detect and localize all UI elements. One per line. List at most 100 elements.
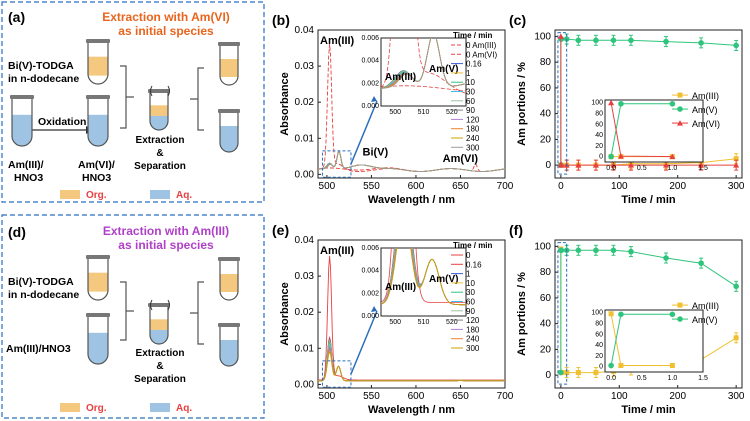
inset-x-tick: 510 [418,109,430,116]
x-tick-label: 0 [558,391,564,402]
y-tick-label: 20 [540,134,552,145]
panel-d-legend-aq-text: Aq. [176,403,192,414]
inset-y-tick: 40 [595,342,603,349]
legend-entry: Am(V) [692,105,718,115]
x-tick-label: 700 [497,391,514,402]
inset-y-tick: 0.000 [361,103,379,110]
tube-rim [86,255,110,259]
legend-entry: 240 [466,335,480,344]
y-axis-label: Absorbance [279,72,291,136]
inset-point [617,153,624,159]
aq-after-label-2: HNO3 [82,172,111,184]
zoom-box [557,32,568,175]
data-point-AmVI [557,33,564,39]
tube-a-aq-oxidized [86,95,110,147]
data-point-AmV [610,37,617,44]
legend-entry: 90 [466,307,475,316]
x-axis-label: Wavelength / nm [368,194,455,206]
panel-d-title-2: as initial species [118,238,214,252]
inset-point [608,99,615,106]
aq-start-label: Am(III)/ [8,159,44,171]
data-point-AmIII [564,370,570,376]
y-tick-label: 60 [540,293,552,304]
tube-a-org [86,39,110,85]
inset-point [618,100,624,107]
panel-d-tubes [86,255,240,367]
inset-y-tick: 20 [595,353,603,360]
spectrum-line-0-Am-VI- [317,163,506,172]
annotation-amIII: Am(III) [320,245,355,257]
y-tick-label: 0.00 [295,169,315,180]
panel-d-frame [1,214,265,419]
legend-swatch-marker [677,106,683,112]
tube-rim [86,313,110,317]
legend-org-swatch [60,190,80,199]
tube-d-out-org [218,257,240,301]
y-tick-label: 60 [540,83,552,94]
y-axis-label: Absorbance [279,282,291,346]
plot-frame [554,29,743,179]
legend-entry: 0.16 [466,260,482,269]
zoom-arrowhead [371,96,377,102]
data-point-AmV [593,247,599,254]
legend-entry: Am(III) [692,91,719,101]
panel-a-title-2: as initial species [118,24,214,38]
y-tick-label: 0 [545,160,551,171]
inset-label-amV: Am(V) [429,64,458,75]
legend-entry: 120 [466,115,480,124]
org-phase [88,56,108,76]
tube-fill [220,59,238,77]
panel-d-aq-label: Am(III)/HNO3 [6,343,71,355]
panel-d-separation-label: Separation [134,374,186,385]
tube-rim [86,39,110,43]
y-tick-label: 80 [540,57,552,68]
x-tick-label: 0 [558,181,564,192]
y-tick-label: 0.03 [295,271,315,282]
tube-fill [220,274,238,292]
inset-y-tick: 0.006 [361,35,379,42]
x-axis-label: Time / min [621,194,675,206]
legend-swatch-marker [677,120,683,126]
tube-d-org [86,255,110,301]
inset-y-tick: 40 [595,132,603,139]
legend-aq-text: Aq. [176,190,192,201]
x-tick-label: 600 [408,391,425,402]
legend-entry: 300 [466,143,480,152]
x-tick-label: 500 [319,181,336,192]
shake-marks [150,85,170,97]
y-tick-label: 40 [540,109,552,120]
inset-y-tick: 0 [599,154,603,161]
legend-entry: 180 [466,325,480,334]
data-point-AmIII [593,370,599,376]
org-phase [150,105,168,116]
inset-frame [604,99,704,163]
zoom-arrow [350,100,378,165]
bracket-d-in [120,281,134,341]
x-tick-label: 200 [669,391,686,402]
tube-outline [219,112,239,153]
inset-x-tick: 0.0 [606,165,616,172]
tube-outline [219,260,239,301]
panel-label: (b) [272,12,290,28]
inset-y-tick: 100 [591,100,603,107]
data-point-AmVI [575,162,582,168]
legend-entry: 240 [466,134,480,143]
tube-a-out-org [218,42,240,86]
inset-x-tick: 520 [446,109,458,116]
data-point-AmV [733,42,739,49]
data-point-AmVI [627,162,634,168]
tube-outline [87,98,109,147]
annotation-amVI: Am(VI) [443,153,479,165]
spectrum-line-300 [318,350,505,382]
legend-entry: Am(VI) [692,119,720,129]
bracket-a-in [120,65,134,129]
legend-entry: 1 [466,69,471,78]
inset-point [608,311,614,317]
panel-d-label: (d) [8,224,26,240]
x-tick-label: 650 [452,391,469,402]
separation-label: Separation [134,161,186,172]
panel-d-title-1: Extraction with Am(III) [103,224,229,238]
inset-y-tick: 60 [595,331,603,338]
legend-entry: 0 Am(III) [466,41,497,50]
